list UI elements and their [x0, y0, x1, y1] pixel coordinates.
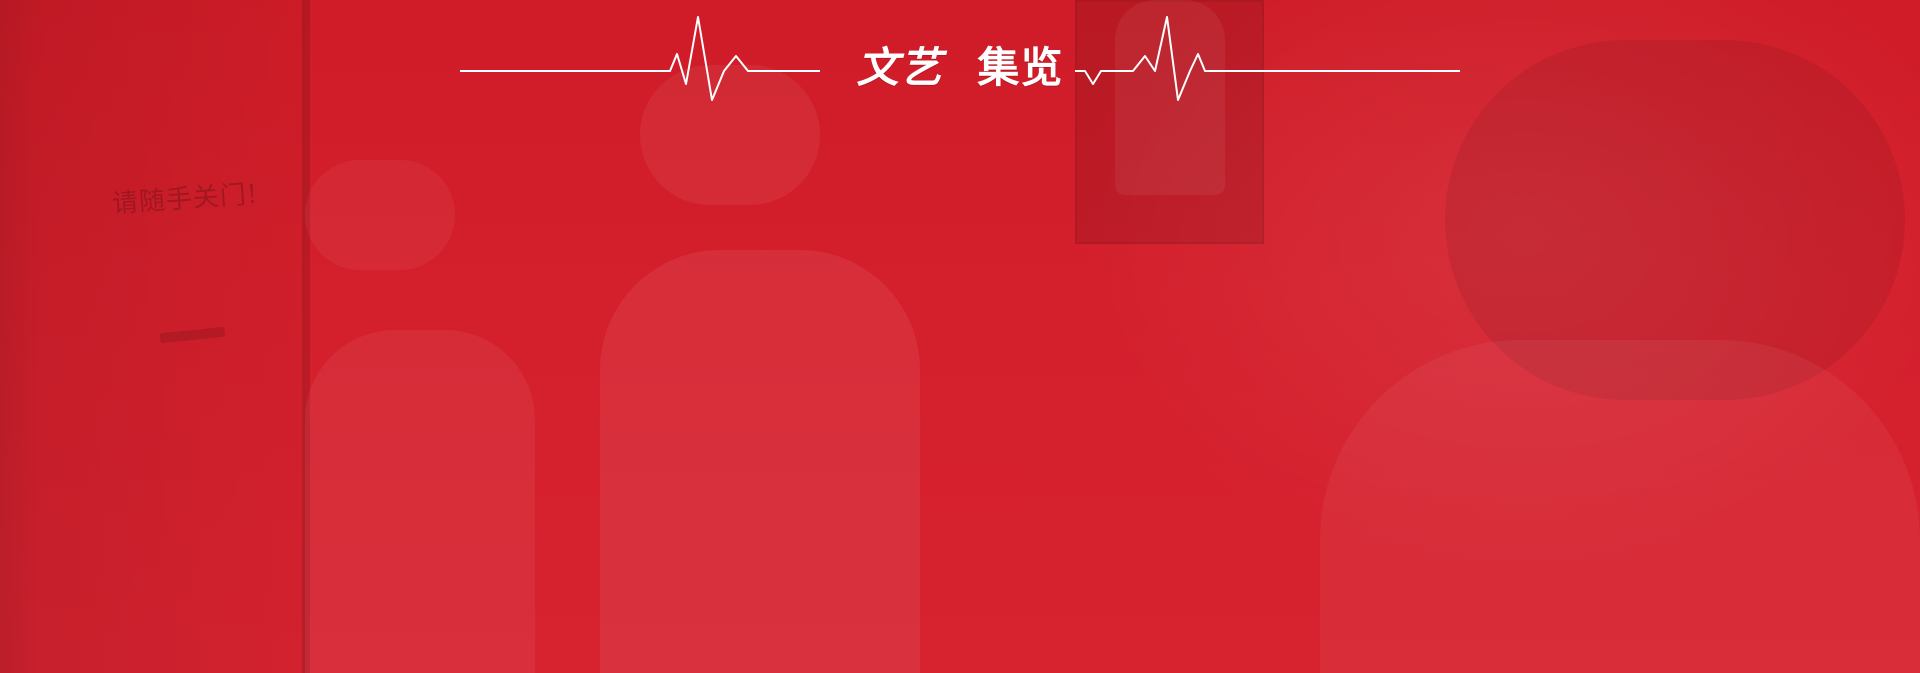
person-2-body	[600, 250, 920, 673]
door-edge	[302, 0, 310, 673]
door-panel	[0, 0, 305, 673]
door-sign: 请随手关门!	[111, 179, 260, 220]
person-3-head	[1445, 40, 1905, 400]
person-1-body	[305, 330, 535, 673]
person-1-head	[305, 160, 455, 270]
poster-figure	[1115, 0, 1225, 195]
person-3-body	[1320, 340, 1920, 673]
person-2-head	[640, 65, 820, 205]
wall-light	[930, 0, 1920, 673]
